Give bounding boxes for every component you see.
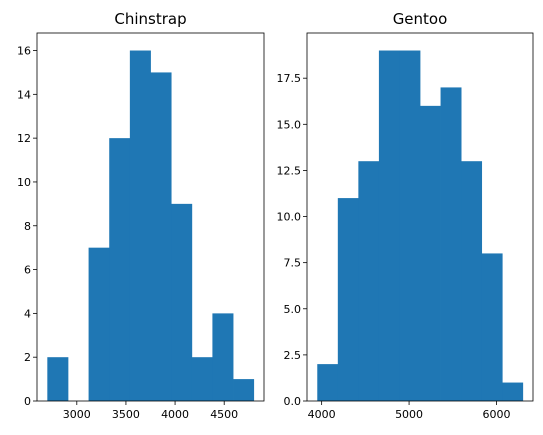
gentoo-bar-9 — [502, 382, 524, 401]
gentoo-title: Gentoo — [393, 10, 448, 28]
chinstrap-ytick-label-5: 10 — [17, 176, 31, 189]
gentoo-xtick-label-0: 4000 — [308, 408, 336, 421]
gentoo-ytick-label-4: 10.0 — [277, 211, 302, 224]
chinstrap-axes-frame — [36, 32, 265, 402]
gentoo-ytick-label-1: 2.5 — [284, 349, 302, 362]
gentoo-bar-2 — [358, 161, 380, 401]
chinstrap-bar-9 — [233, 379, 255, 401]
gentoo-axes-frame — [306, 32, 534, 402]
chinstrap-bar-5 — [150, 72, 172, 402]
gentoo-xtick-label-1: 5000 — [395, 408, 423, 421]
gentoo-ytick-label-3: 7.5 — [284, 257, 302, 270]
gentoo-panel: 4000 5000 6000 0.0 2.5 5.0 7.5 10.0 12.5 15.0 17.5… — [277, 10, 534, 421]
gentoo-bar-1 — [337, 198, 359, 401]
chinstrap-bar-0 — [47, 357, 69, 401]
chinstrap-xtick-label-1: 3500 — [112, 408, 140, 421]
gentoo-ytick-label-2: 5.0 — [284, 303, 302, 316]
chinstrap-ytick-label-7: 14 — [17, 88, 31, 101]
chinstrap-bar-6 — [171, 203, 193, 401]
chinstrap-xtick-label-2: 4000 — [161, 408, 189, 421]
gentoo-ytick-label-6: 15.0 — [277, 118, 302, 131]
chinstrap-xtick-label-3: 4500 — [210, 408, 238, 421]
gentoo-bar-8 — [481, 253, 503, 401]
chinstrap-bar-7 — [191, 357, 213, 401]
chinstrap-ytick-label-4: 8 — [24, 220, 31, 233]
gentoo-bar-6 — [440, 87, 462, 402]
gentoo-bar-4 — [399, 50, 421, 402]
chinstrap-panel: 3000 3500 4000 4500 0 2 4 6 8 10 12 14 16 Chinstrap — [17, 10, 265, 421]
chinstrap-ytick-label-8: 16 — [17, 45, 31, 58]
chinstrap-ytick-label-1: 2 — [24, 351, 31, 364]
gentoo-bar-7 — [461, 161, 483, 401]
chinstrap-bar-3 — [109, 138, 131, 401]
chinstrap-ytick-label-2: 4 — [24, 307, 31, 320]
chinstrap-title: Chinstrap — [114, 10, 186, 28]
gentoo-bar-5 — [420, 105, 441, 402]
gentoo-xtick-label-2: 6000 — [482, 408, 510, 421]
gentoo-bar-3 — [378, 50, 400, 402]
chinstrap-ytick-label-3: 6 — [24, 264, 31, 277]
gentoo-ytick-label-7: 17.5 — [277, 72, 302, 85]
chinstrap-bar-8 — [212, 313, 234, 401]
chinstrap-ytick-label-0: 0 — [24, 395, 31, 408]
chinstrap-xtick-label-0: 3000 — [63, 408, 91, 421]
chinstrap-ytick-label-6: 12 — [17, 132, 31, 145]
gentoo-ytick-label-0: 0.0 — [284, 395, 302, 408]
gentoo-bar-0 — [317, 364, 339, 401]
gentoo-ytick-label-5: 12.5 — [277, 164, 302, 177]
chinstrap-bar-2 — [88, 247, 110, 401]
chinstrap-bar-4 — [129, 50, 151, 402]
